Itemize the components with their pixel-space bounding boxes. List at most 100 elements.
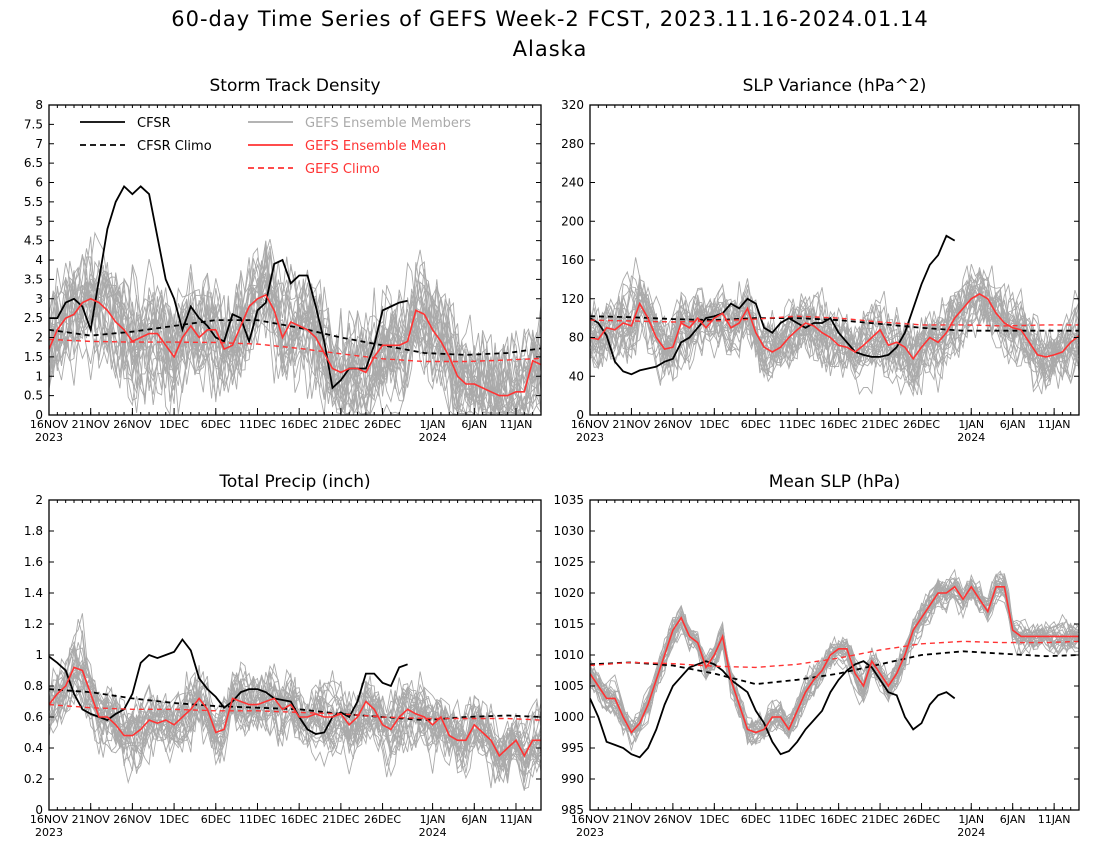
x-tick-label: 16NOV	[30, 418, 69, 431]
y-tick-label: 0.2	[24, 772, 43, 786]
ensemble-member-line	[590, 265, 1079, 395]
y-tick-label: 1.2	[24, 617, 43, 631]
x-tick-year-label: 2023	[576, 431, 604, 444]
y-tick-label: 0	[35, 803, 43, 817]
figure-title-line2: Alaska	[512, 37, 588, 61]
x-tick-label: 21NOV	[612, 813, 651, 826]
cfsr-line	[590, 234, 956, 376]
cfsr-climo-line	[49, 688, 541, 722]
y-tick-label: 1005	[553, 679, 584, 693]
ensemble-member-line	[49, 670, 541, 784]
y-tick-label: 7.5	[24, 117, 43, 131]
y-tick-label: 1000	[553, 710, 584, 724]
ensemble-member-line	[49, 672, 541, 782]
x-tick-label: 1JAN	[420, 813, 446, 826]
x-tick-label: 26NOV	[113, 813, 152, 826]
ensemble-member-line	[49, 670, 541, 778]
ensemble-member-line	[49, 658, 541, 784]
ensemble-member-line	[49, 662, 541, 768]
y-tick-label: 1035	[553, 493, 584, 507]
y-tick-label: 2.5	[24, 311, 43, 325]
y-tick-label: 240	[561, 176, 584, 190]
x-tick-label: 16NOV	[571, 813, 610, 826]
ensemble-member-line	[49, 647, 541, 774]
y-tick-label: 1	[35, 369, 43, 383]
gefs-climo-line	[49, 703, 541, 721]
x-tick-label: 16NOV	[571, 418, 610, 431]
cfsr-line	[590, 660, 956, 759]
ensemble-member-line	[49, 241, 541, 415]
x-tick-label: 11DEC	[779, 813, 816, 826]
ensemble-member-line	[590, 284, 1079, 384]
x-tick-year-label: 2024	[957, 826, 985, 839]
x-tick-label: 26DEC	[364, 813, 401, 826]
y-tick-label: 320	[561, 98, 584, 112]
x-tick-label: 6DEC	[741, 418, 771, 431]
y-tick-label: 1.8	[24, 524, 43, 538]
chart-title: Total Precip (inch)	[218, 472, 370, 492]
y-tick-label: 0.8	[24, 679, 43, 693]
x-tick-label: 6JAN	[1000, 813, 1026, 826]
legend-gefs-climo-label: GEFS Climo	[305, 162, 380, 177]
y-tick-label: 80	[569, 331, 584, 345]
x-tick-label: 21NOV	[72, 813, 111, 826]
ensemble-member-line	[49, 613, 541, 780]
y-tick-label: 1030	[553, 524, 584, 538]
x-tick-label: 26DEC	[903, 418, 940, 431]
legend-cfsr-label: CFSR	[137, 116, 171, 131]
legend-mean-label: GEFS Ensemble Mean	[305, 139, 446, 154]
x-tick-label: 26NOV	[113, 418, 152, 431]
cfsr-line	[49, 184, 408, 390]
x-tick-year-label: 2023	[35, 431, 63, 444]
gefs-climo-line	[49, 338, 541, 363]
y-tick-label: 120	[561, 292, 584, 306]
ensemble-member-line	[49, 259, 541, 415]
x-tick-year-label: 2024	[957, 431, 985, 444]
y-tick-label: 6.5	[24, 156, 43, 170]
y-tick-label: 1015	[553, 617, 584, 631]
x-tick-label: 1DEC	[159, 418, 189, 431]
x-tick-label: 16DEC	[820, 418, 857, 431]
y-tick-label: 6	[35, 176, 43, 190]
x-tick-label: 11JAN	[1038, 418, 1071, 431]
gefs-mean-line	[590, 585, 1079, 734]
y-tick-label: 2	[35, 331, 43, 345]
x-tick-label: 11DEC	[239, 418, 276, 431]
y-tick-label: 4.5	[24, 234, 43, 248]
ensemble-member-line	[590, 278, 1079, 383]
x-tick-label: 11JAN	[1038, 813, 1071, 826]
chart-title: SLP Variance (hPa^2)	[743, 76, 927, 96]
y-tick-label: 995	[561, 741, 584, 755]
ensemble-members	[49, 231, 541, 415]
y-tick-label: 0	[35, 408, 43, 422]
ensemble-member-line	[49, 258, 541, 415]
y-tick-label: 2	[35, 493, 43, 507]
ensemble-members	[49, 613, 541, 791]
x-tick-label: 11JAN	[500, 418, 533, 431]
series-lines	[590, 585, 1079, 759]
gefs-mean-line	[49, 293, 541, 397]
y-tick-label: 1.6	[24, 555, 43, 569]
y-tick-label: 0.6	[24, 710, 43, 724]
ensemble-member-line	[49, 652, 541, 774]
y-tick-label: 990	[561, 772, 584, 786]
x-tick-label: 1JAN	[420, 418, 446, 431]
chart-title: Storm Track Density	[209, 76, 380, 96]
ensemble-member-line	[590, 573, 1079, 735]
ensemble-member-line	[49, 256, 541, 415]
ensemble-member-line	[49, 618, 541, 785]
x-tick-label: 6DEC	[201, 813, 231, 826]
y-tick-label: 1025	[553, 555, 584, 569]
x-tick-label: 1JAN	[958, 418, 984, 431]
y-tick-label: 0.5	[24, 389, 43, 403]
y-tick-label: 40	[569, 369, 584, 383]
x-tick-year-label: 2023	[576, 826, 604, 839]
cfsr-climo-line	[590, 315, 1079, 332]
x-tick-year-label: 2024	[419, 431, 447, 444]
gefs-mean-line	[49, 666, 541, 758]
x-tick-label: 11JAN	[500, 813, 533, 826]
figure-title: 60-day Time Series of GEFS Week-2 FCST, …	[0, 4, 1100, 64]
chart-panel-3: Total Precip (inch) 0 0.2 0.4 0.6 0.8 1 1.2 1.4 1…	[24, 472, 542, 839]
x-tick-label: 6DEC	[201, 418, 231, 431]
